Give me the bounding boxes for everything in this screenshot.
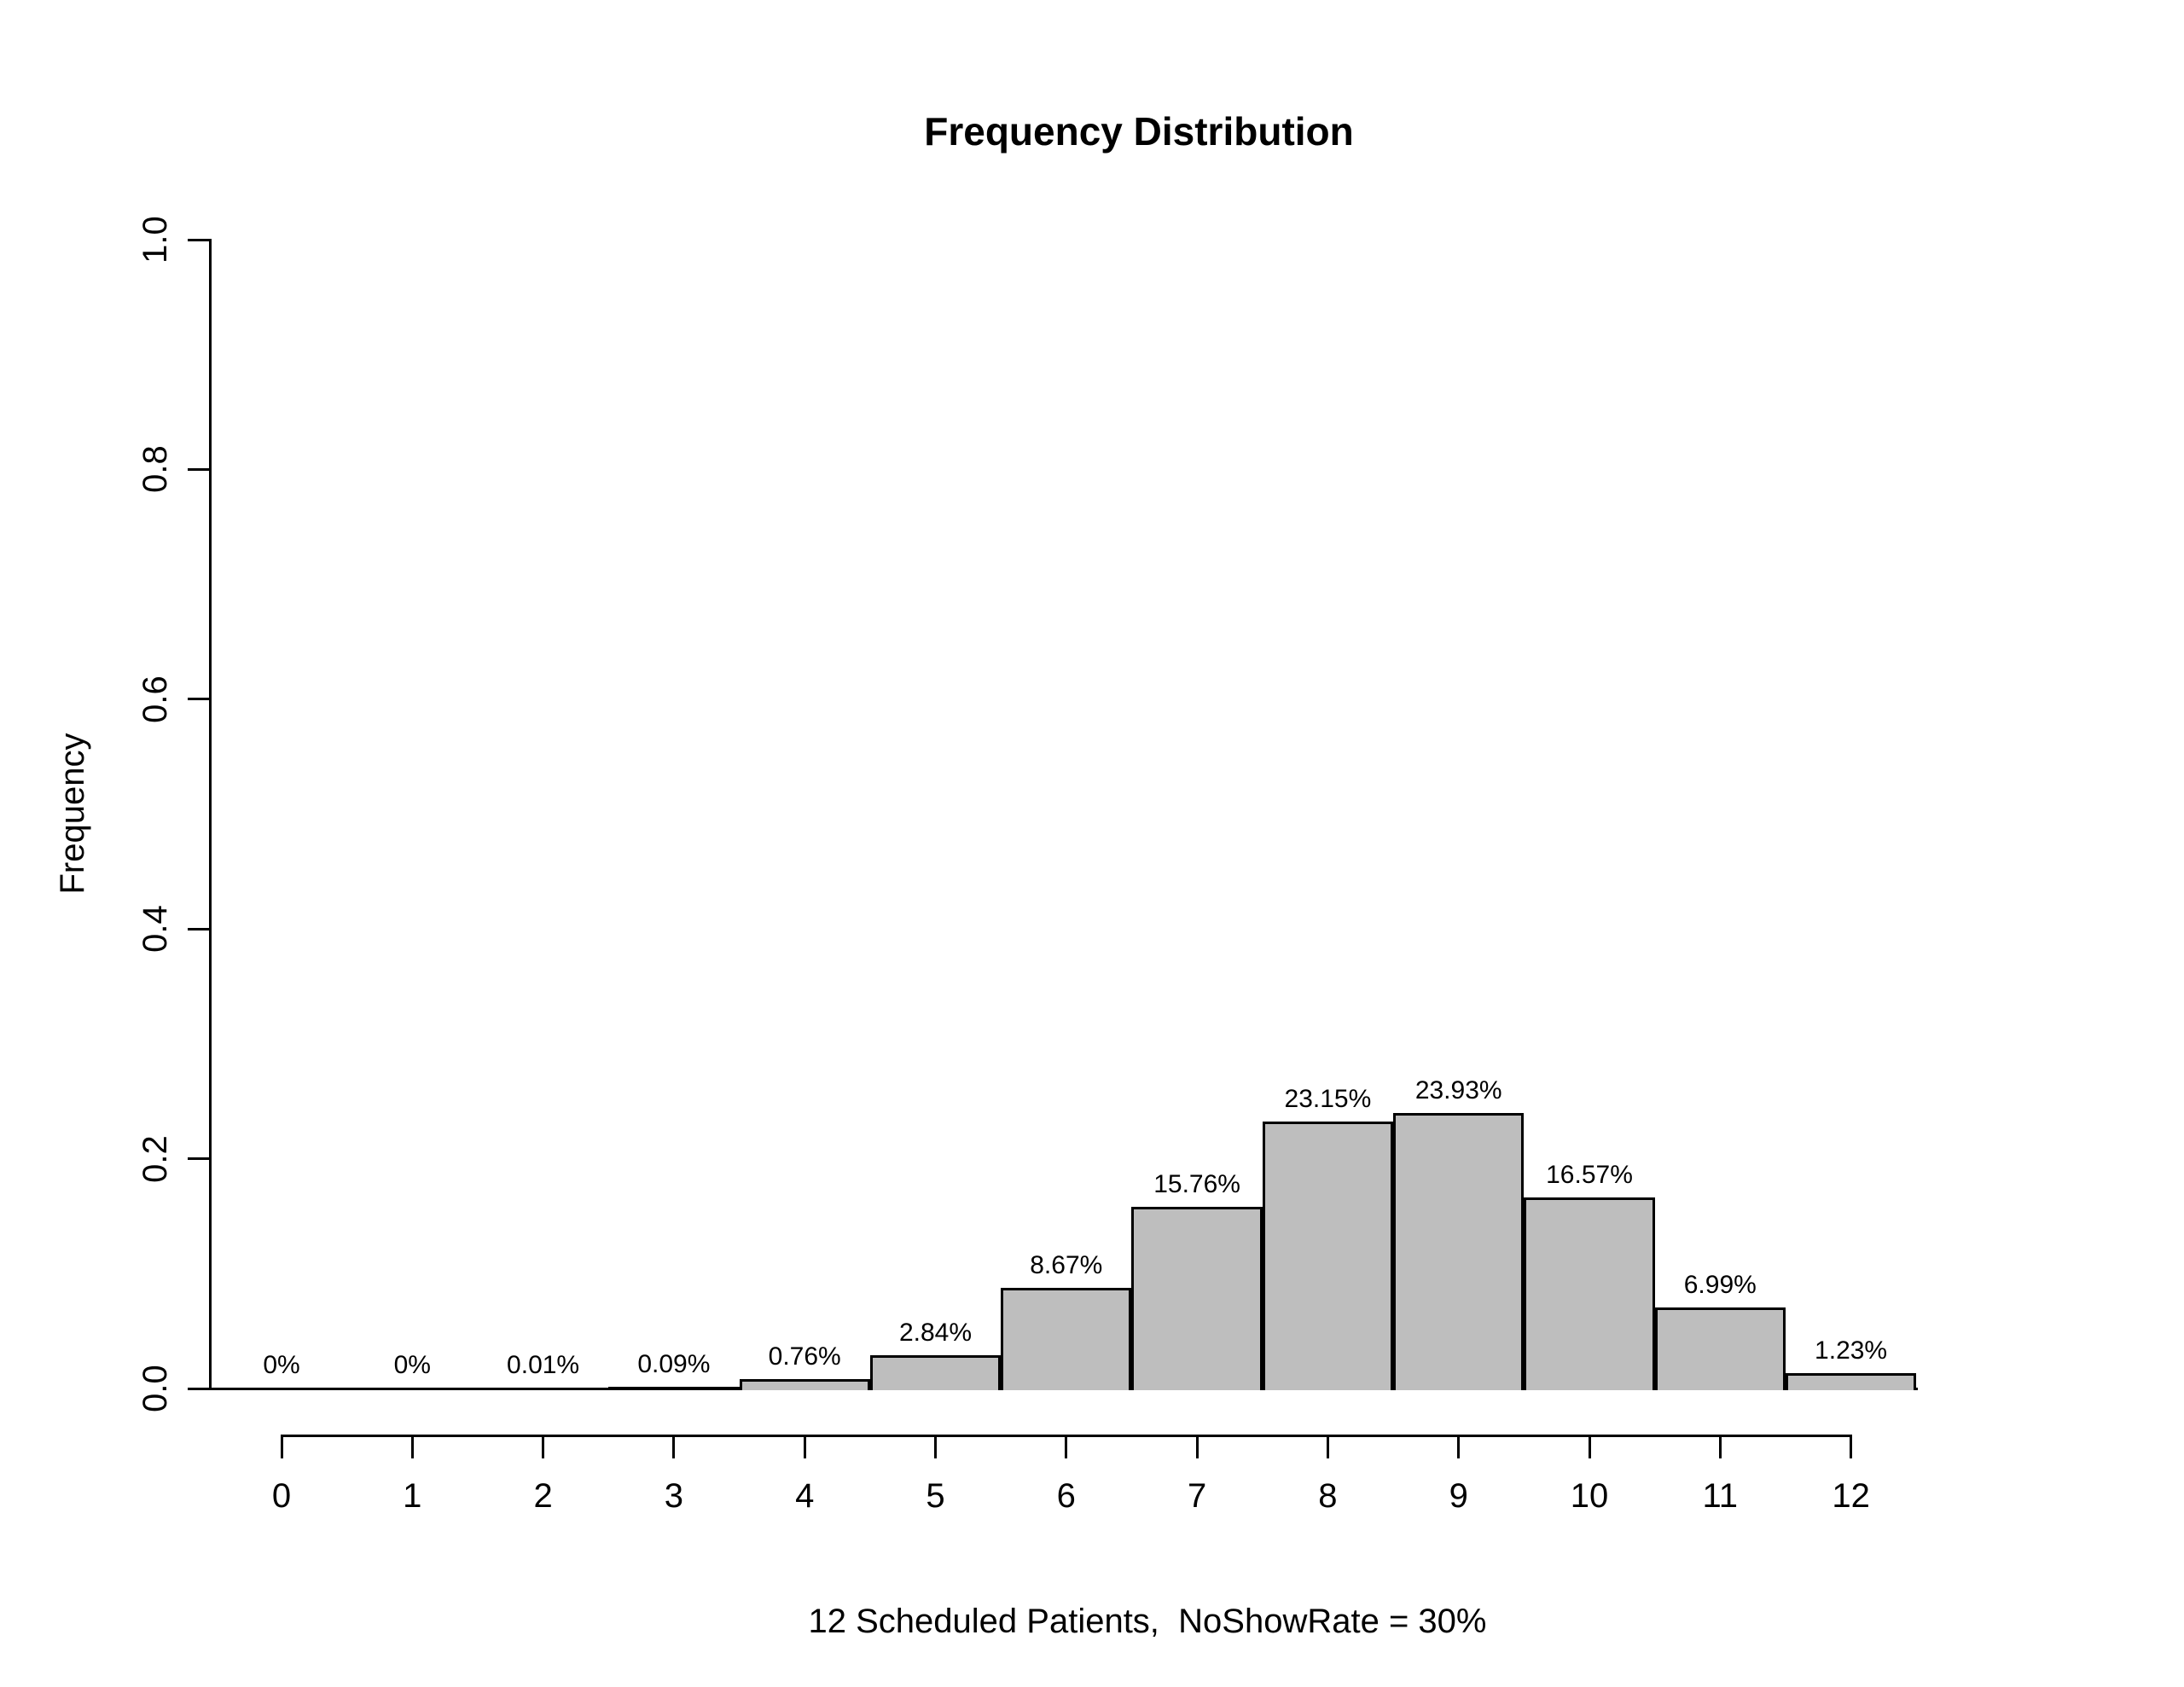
x-tick-label: 4 xyxy=(795,1477,815,1515)
bar-value-label: 1.23% xyxy=(1815,1336,1888,1365)
bar xyxy=(869,1354,1002,1390)
x-axis-tick xyxy=(1588,1435,1591,1458)
bar xyxy=(1393,1112,1525,1390)
x-axis-tick xyxy=(803,1435,806,1458)
x-tick-label: 2 xyxy=(533,1477,553,1515)
bar-value-label: 16.57% xyxy=(1546,1160,1633,1189)
x-axis-tick xyxy=(280,1435,283,1458)
bar-value-label: 0% xyxy=(393,1351,431,1379)
bar xyxy=(1654,1307,1786,1390)
x-axis-tick xyxy=(1195,1435,1199,1458)
x-tick-label: 7 xyxy=(1187,1477,1207,1515)
y-axis-line xyxy=(209,238,212,1390)
y-tick-label: 1.0 xyxy=(136,216,174,264)
x-axis-tick xyxy=(1326,1435,1329,1458)
x-axis-tick xyxy=(1065,1435,1068,1458)
y-axis-tick xyxy=(188,467,209,471)
x-tick-label: 6 xyxy=(1056,1477,1076,1515)
bar xyxy=(1785,1373,1917,1390)
bar xyxy=(739,1378,870,1390)
bar-value-label: 0% xyxy=(263,1351,300,1379)
bar-tiny xyxy=(608,1386,740,1390)
y-axis-title: Frequency xyxy=(54,733,91,895)
x-tick-label: 9 xyxy=(1449,1477,1468,1515)
bar-value-label: 0.09% xyxy=(637,1349,711,1378)
x-tick-label: 5 xyxy=(926,1477,945,1515)
bar-value-label: 23.93% xyxy=(1414,1075,1502,1104)
bar-value-label: 23.15% xyxy=(1284,1085,1372,1114)
x-axis-tick xyxy=(1718,1435,1722,1458)
y-tick-label: 0.4 xyxy=(136,905,174,953)
bar-value-label: 6.99% xyxy=(1683,1270,1757,1299)
y-tick-label: 0.0 xyxy=(136,1365,174,1412)
y-axis-tick xyxy=(188,238,209,241)
bar xyxy=(1001,1288,1132,1390)
x-axis-tick xyxy=(1457,1435,1461,1458)
x-axis-tick xyxy=(410,1435,414,1458)
x-tick-label: 10 xyxy=(1570,1477,1609,1515)
y-axis-tick xyxy=(188,927,209,930)
x-axis-tick xyxy=(1850,1435,1853,1458)
y-axis-tick xyxy=(188,1387,209,1390)
bar-value-label: 0.76% xyxy=(768,1342,841,1371)
x-axis-tick xyxy=(672,1435,676,1458)
x-tick-label: 8 xyxy=(1318,1477,1338,1515)
x-axis-tick xyxy=(934,1435,937,1458)
bar-value-label: 15.76% xyxy=(1153,1169,1240,1198)
y-tick-label: 0.2 xyxy=(136,1134,174,1183)
x-tick-label: 3 xyxy=(664,1477,684,1515)
bar-value-label: 8.67% xyxy=(1030,1251,1103,1280)
bar-value-label: 2.84% xyxy=(898,1318,973,1347)
x-tick-label: 0 xyxy=(271,1477,292,1515)
bar xyxy=(1524,1197,1655,1390)
y-tick-label: 0.6 xyxy=(136,675,174,723)
x-tick-label: 1 xyxy=(403,1477,422,1515)
y-axis-tick xyxy=(188,698,209,701)
x-axis-tick xyxy=(542,1435,545,1458)
bar xyxy=(1262,1122,1394,1390)
y-axis-tick xyxy=(188,1157,209,1161)
bar-value-label: 0.01% xyxy=(507,1350,580,1379)
bar xyxy=(1131,1206,1263,1390)
x-tick-label: 12 xyxy=(1832,1477,1870,1515)
chart-title: Frequency Distribution xyxy=(924,109,1354,154)
y-tick-label: 0.8 xyxy=(136,445,174,494)
x-tick-label: 11 xyxy=(1702,1477,1739,1515)
x-axis-title: 12 Scheduled Patients, NoShowRate = 30% xyxy=(808,1603,1487,1640)
